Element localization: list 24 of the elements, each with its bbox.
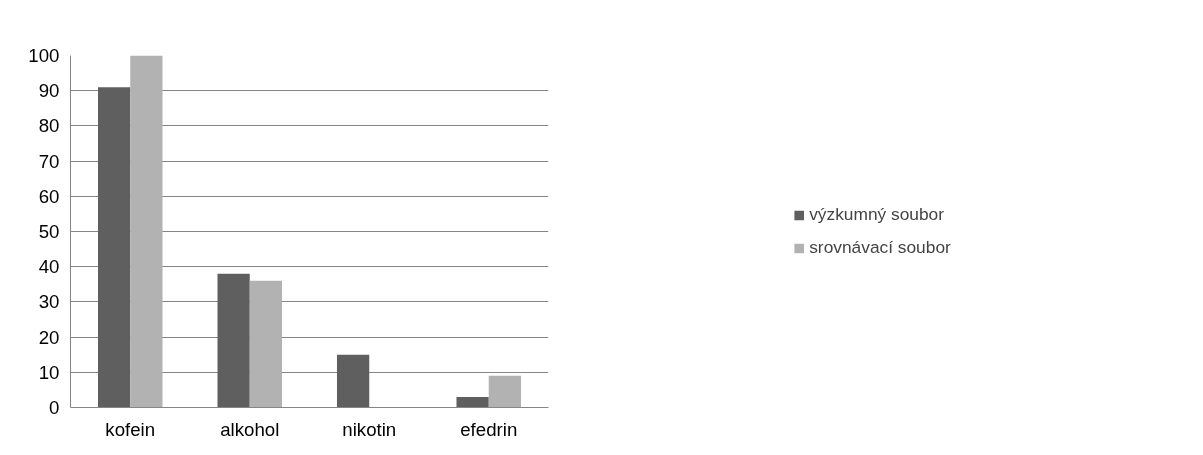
y-tick-label: 40	[38, 256, 60, 278]
bar	[336, 354, 370, 408]
x-tick-label: kofein	[105, 418, 156, 440]
bar	[97, 87, 131, 408]
y-tick-label: 30	[38, 291, 60, 313]
y-tick-label: 20	[38, 326, 60, 348]
y-tick-label: 60	[38, 185, 60, 207]
bar	[249, 280, 283, 408]
x-tick-label: nikotin	[342, 418, 397, 440]
y-tick-label: 80	[38, 115, 60, 137]
bar	[130, 55, 163, 408]
x-tick-label: alkohol	[220, 418, 280, 440]
y-tick-label: 50	[38, 221, 60, 242]
x-tick-label: efedrin	[460, 418, 518, 440]
bar	[456, 396, 489, 408]
legend-label: výzkumný soubor	[809, 204, 945, 225]
y-tick-label: 10	[38, 361, 60, 383]
y-tick-label: 0	[49, 397, 60, 418]
y-tick-label: 70	[38, 150, 60, 172]
bar	[217, 273, 250, 408]
bar	[488, 375, 522, 408]
y-tick-label: 100	[28, 45, 60, 66]
y-tick-label: 90	[38, 80, 60, 102]
legend-label: srovnávací soubor	[809, 237, 951, 258]
